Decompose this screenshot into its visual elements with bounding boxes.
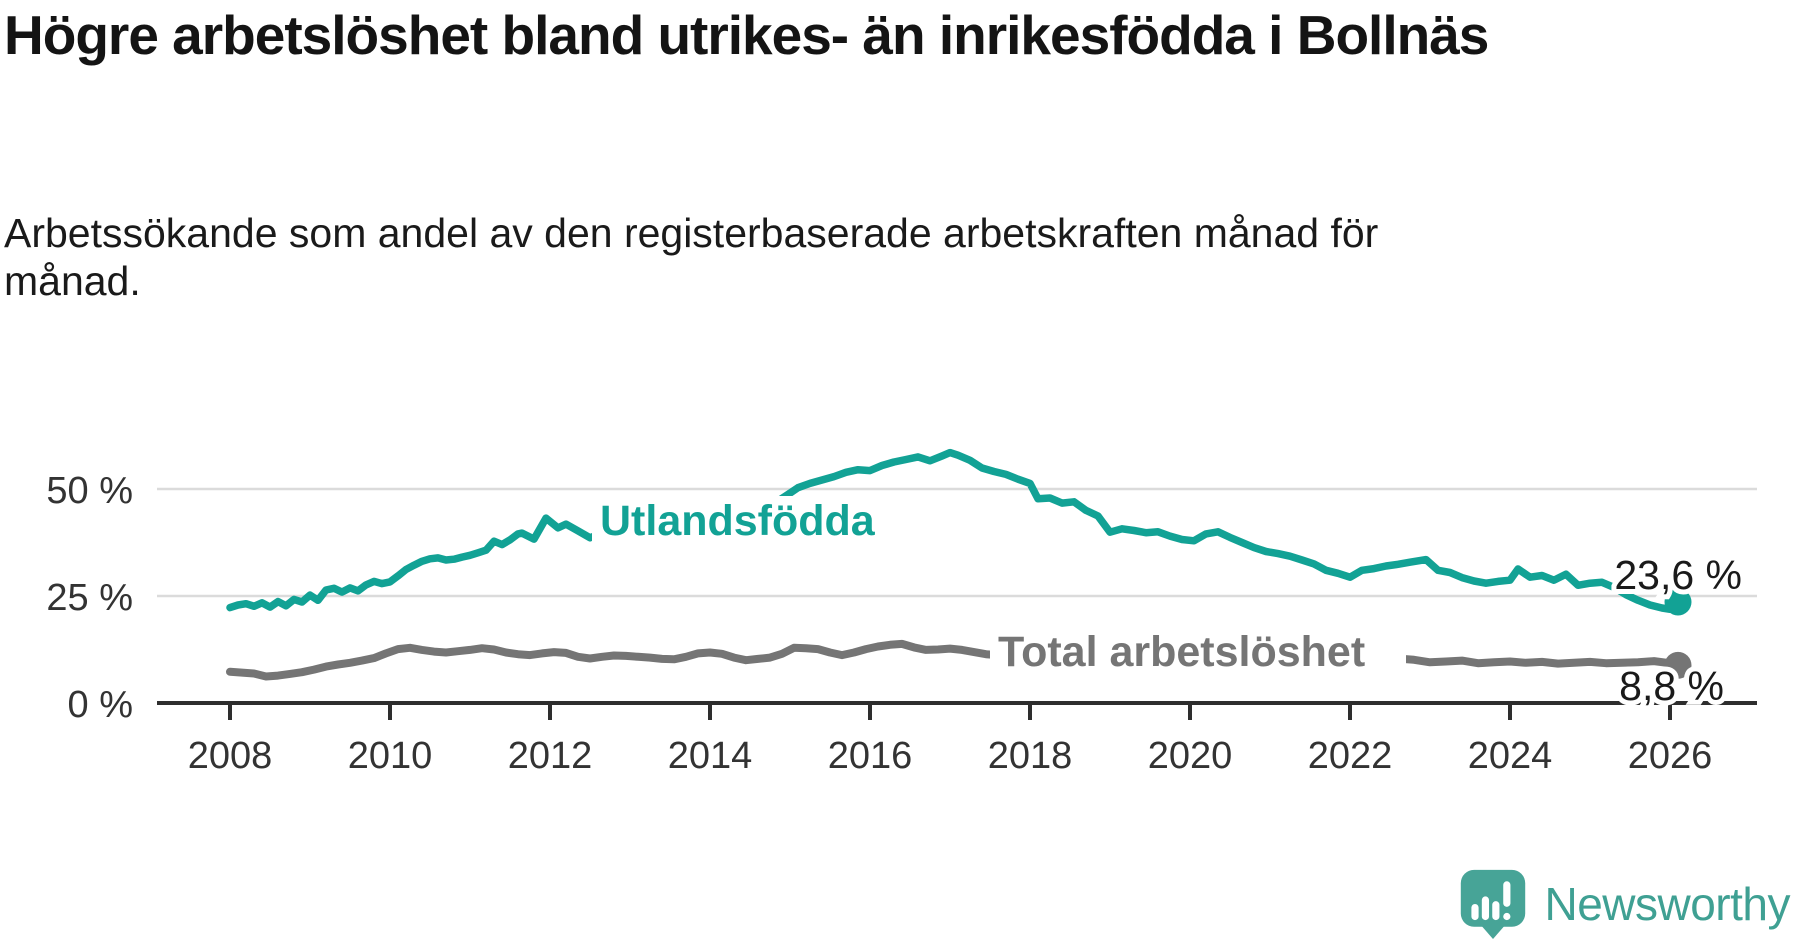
page-subtitle: Arbetssökande som andel av den registerb… [4,210,1379,304]
x-axis: 2008 2010 2012 2014 2016 2018 2020 2022 2024 2026 [157,701,1757,777]
x-tick-label: 2026 [1628,735,1713,777]
x-tick-label: 2020 [1148,735,1233,777]
gridlines: 0 % 25 % 50 % [46,470,1757,726]
total-end-dot [1664,651,1692,679]
newsworthy-logo: Newsworthy [1458,868,1790,940]
exclamation-bar [1503,881,1511,907]
utlandsfodda-end-dot [1664,588,1692,616]
x-tick-label: 2014 [668,735,753,777]
y-tick-label: 25 % [46,577,133,619]
utlandsfodda-label-backdrop [592,496,882,546]
total-series-label: Total arbetslöshet [998,628,1365,676]
bar-1 [1471,904,1480,921]
x-tick-label: 2016 [828,735,913,777]
x-tick-label: 2018 [988,735,1073,777]
newsworthy-logo-icon [1461,869,1526,940]
x-tick-label: 2008 [188,735,273,777]
total-line [226,639,1682,681]
x-tick-label: 2012 [508,735,593,777]
x-tick-label: 2022 [1308,735,1393,777]
data-series [226,448,1692,681]
total-end-value-label: 8,8 % [1619,663,1724,709]
y-tick-label: 0 % [68,684,133,726]
page-title: Högre arbetslöshet bland utrikes- än inr… [4,4,1489,66]
bar-3 [1492,901,1500,921]
total-label-backdrop [990,631,1406,674]
bar-2 [1482,896,1490,921]
y-tick-label: 50 % [46,470,133,512]
x-tick-label: 2024 [1468,735,1553,777]
utlandsfodda-end-value-label: 23,6 % [1614,552,1742,598]
exclamation-dot [1503,912,1511,921]
utlandsfodda-line [226,448,1682,614]
speech-bubble-tail [1481,924,1506,940]
x-tick-label: 2010 [348,735,433,777]
newsworthy-logo-text: Newsworthy [1544,878,1790,930]
utlandsfodda-series-label: Utlandsfödda [600,497,876,545]
